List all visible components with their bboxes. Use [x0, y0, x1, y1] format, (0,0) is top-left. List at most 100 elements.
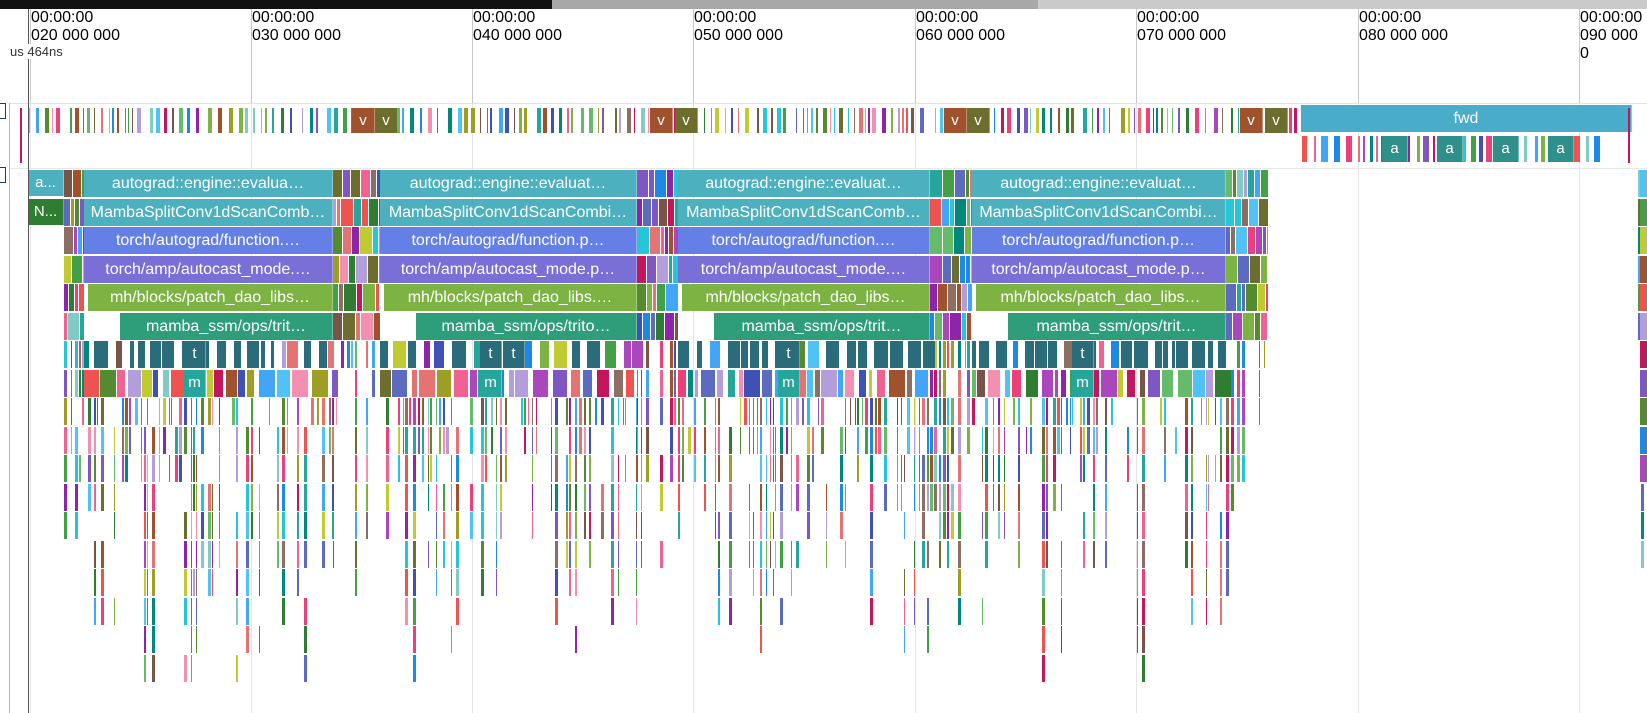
trace-slice[interactable] — [1226, 427, 1229, 454]
trace-slice[interactable] — [114, 455, 115, 482]
trace-slice[interactable] — [651, 313, 655, 340]
trace-slice[interactable] — [261, 341, 265, 368]
trace-slice[interactable] — [1641, 541, 1644, 568]
trace-slice[interactable] — [1160, 398, 1162, 425]
trace-slice[interactable] — [269, 398, 270, 425]
trace-slice[interactable] — [939, 370, 941, 397]
trace-slice[interactable] — [1302, 136, 1307, 162]
trace-slice[interactable] — [150, 108, 153, 133]
trace-slice[interactable] — [64, 199, 70, 226]
trace-slice[interactable] — [349, 256, 355, 283]
trace-slice[interactable] — [907, 427, 910, 454]
trace-slice[interactable] — [1172, 108, 1173, 133]
trace-slice[interactable] — [718, 598, 720, 625]
trace-slice[interactable] — [1220, 541, 1222, 568]
trace-slice[interactable] — [870, 512, 873, 539]
trace-slice-stack-3[interactable]: torch/amp/autocast_mode.p… — [380, 256, 637, 283]
trace-slice[interactable] — [575, 484, 577, 511]
trace-slice[interactable] — [451, 398, 452, 425]
trace-slice[interactable] — [114, 512, 115, 539]
trace-slice[interactable] — [536, 398, 537, 425]
trace-slice[interactable] — [1215, 370, 1231, 397]
trace-slice[interactable] — [333, 256, 339, 283]
trace-slice[interactable] — [718, 427, 720, 454]
trace-slice[interactable] — [379, 227, 380, 254]
trace-slice[interactable] — [1267, 227, 1268, 254]
trace-slice[interactable] — [451, 626, 452, 653]
trace-slice[interactable] — [897, 398, 898, 425]
trace-slice[interactable] — [405, 455, 408, 482]
trace-slice[interactable] — [711, 108, 712, 133]
trace-slice[interactable] — [625, 455, 626, 482]
trace-slice[interactable] — [914, 569, 915, 596]
trace-slice[interactable] — [409, 398, 411, 425]
trace-slice[interactable] — [377, 170, 380, 197]
trace-slice[interactable] — [904, 455, 905, 482]
trace-slice[interactable] — [1206, 398, 1207, 425]
trace-slice[interactable] — [355, 370, 357, 397]
trace-slice[interactable] — [172, 108, 174, 133]
trace-slice[interactable] — [212, 569, 213, 596]
trace-slice[interactable] — [1146, 108, 1150, 133]
trace-slice[interactable] — [1142, 569, 1145, 596]
trace-slice[interactable] — [1030, 108, 1031, 133]
trace-slice[interactable] — [340, 256, 348, 283]
trace-slice[interactable] — [329, 427, 331, 454]
trace-slice[interactable] — [555, 484, 558, 511]
trace-slice[interactable] — [362, 199, 368, 226]
trace-slice[interactable] — [717, 370, 723, 397]
trace-slice[interactable] — [977, 370, 985, 397]
trace-slice[interactable] — [1137, 598, 1138, 625]
trace-slice[interactable] — [704, 455, 706, 482]
trace-slice[interactable] — [470, 370, 477, 397]
trace-slice[interactable] — [413, 598, 416, 625]
trace-slice[interactable] — [125, 108, 126, 133]
trace-slice[interactable] — [1641, 484, 1644, 511]
trace-slice[interactable] — [653, 284, 656, 311]
trace-slice[interactable] — [595, 398, 597, 425]
trace-slice[interactable] — [725, 108, 726, 133]
trace-slice[interactable] — [950, 313, 961, 340]
trace-slice[interactable] — [589, 455, 591, 482]
trace-slice[interactable] — [955, 199, 966, 226]
trace-slice[interactable] — [566, 512, 568, 539]
trace-slice[interactable] — [79, 455, 81, 482]
trace-slice[interactable] — [101, 484, 104, 511]
trace-slice[interactable] — [343, 170, 350, 197]
trace-slice[interactable] — [436, 541, 437, 568]
trace-slice[interactable] — [36, 108, 39, 133]
trace-slice[interactable] — [958, 370, 961, 397]
trace-slice[interactable] — [428, 398, 429, 425]
trace-slice[interactable] — [729, 541, 732, 568]
trace-slice[interactable] — [1226, 284, 1236, 311]
trace-slice[interactable] — [79, 341, 81, 368]
trace-slice[interactable] — [1191, 455, 1193, 482]
trace-slice[interactable] — [355, 341, 357, 368]
trace-slice[interactable] — [297, 541, 299, 568]
trace-slice[interactable] — [386, 398, 389, 425]
trace-slice[interactable] — [811, 108, 813, 133]
trace-slice[interactable] — [366, 341, 368, 368]
trace-slice[interactable] — [1024, 108, 1028, 133]
trace-slice[interactable] — [175, 427, 178, 454]
trace-slice[interactable] — [636, 398, 637, 425]
trace-slice[interactable] — [265, 108, 267, 133]
trace-slice[interactable] — [1594, 136, 1600, 162]
trace-slice[interactable] — [1486, 136, 1492, 162]
trace-slice[interactable] — [674, 398, 676, 425]
trace-slice[interactable] — [355, 512, 357, 539]
trace-slice[interactable] — [1046, 398, 1048, 425]
trace-slice[interactable] — [1080, 398, 1082, 425]
trace-slice[interactable] — [184, 398, 187, 425]
trace-slice-stack-4[interactable]: mh/blocks/patch_dao_libs… — [682, 284, 930, 311]
trace-slice[interactable] — [908, 341, 921, 368]
trace-slice[interactable] — [1004, 427, 1005, 454]
trace-slice[interactable] — [796, 455, 799, 482]
trace-slice[interactable] — [875, 427, 877, 454]
trace-slice[interactable] — [366, 484, 368, 511]
trace-slice[interactable] — [830, 108, 831, 133]
trace-slice[interactable] — [636, 455, 637, 482]
trace-slice[interactable] — [927, 455, 929, 482]
trace-slice[interactable] — [1191, 541, 1193, 568]
trace-slice[interactable] — [757, 427, 758, 454]
